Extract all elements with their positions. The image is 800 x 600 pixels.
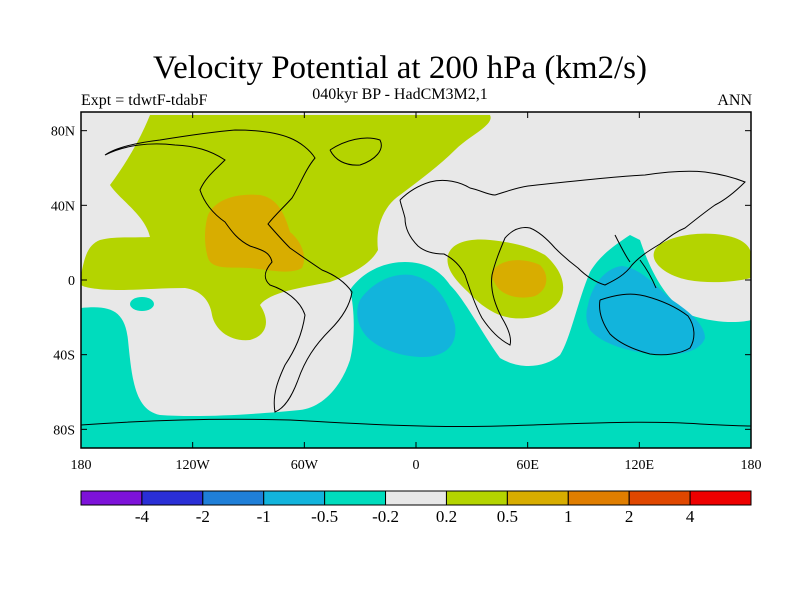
x-axis: 180 120W 60W 0 60E 120E 180: [71, 112, 762, 473]
colorbar-swatch: [628, 490, 691, 506]
colorbar-swatch: [324, 490, 387, 506]
x-tick-label: 120E: [625, 458, 655, 473]
colorbar-label: -0.5: [311, 507, 338, 526]
map-title: Velocity Potential at 200 hPa (km2/s): [152, 50, 648, 86]
y-tick-label: 80S: [53, 423, 75, 438]
y-tick-label: 80N: [51, 125, 75, 140]
experiment-label: Expt = tdwtF-tdabF: [81, 92, 208, 109]
colorbar: -4 -2 -1 -0.5 -0.2 0.2 0.5 1 2 4: [80, 490, 752, 526]
colorbar-label: -4: [135, 507, 150, 526]
field-positive-east-africa: [492, 260, 547, 298]
colorbar-label: 4: [686, 507, 695, 526]
y-axis: 80N 40N 0 40S 80S: [51, 125, 751, 438]
y-tick-label: 40N: [51, 199, 75, 214]
map-subtitle: 040kyr BP - HadCM3M2,1: [312, 86, 488, 103]
colorbar-swatch: [445, 490, 508, 506]
x-tick-label: 60E: [516, 458, 539, 473]
colorbar-swatch: [141, 490, 204, 506]
colorbar-swatch: [263, 490, 326, 506]
x-tick-label: 180: [71, 458, 92, 473]
colorbar-label: -2: [196, 507, 210, 526]
x-tick-label: 0: [413, 458, 420, 473]
colorbar-label: 2: [625, 507, 634, 526]
colorbar-label: 0.2: [436, 507, 457, 526]
coastlines: [81, 129, 751, 428]
colorbar-label: 0.5: [497, 507, 518, 526]
field-negative-pacific-spot: [130, 297, 154, 311]
map-field: [81, 112, 751, 448]
field-positive-west-pacific: [653, 233, 751, 283]
y-tick-label: 0: [68, 274, 75, 289]
colorbar-label: -1: [257, 507, 271, 526]
x-tick-label: 60W: [291, 458, 319, 473]
field-negative-australia: [586, 266, 705, 355]
colorbar-swatch: [689, 490, 752, 506]
colorbar-swatch: [385, 490, 447, 506]
season-label: ANN: [717, 92, 752, 109]
field-positive-caribbean: [205, 194, 305, 272]
colorbar-swatch: [506, 490, 569, 506]
y-tick-label: 40S: [53, 349, 75, 364]
colorbar-label: 1: [564, 507, 573, 526]
colorbar-label: -0.2: [372, 507, 399, 526]
x-tick-label: 120W: [176, 458, 211, 473]
colorbar-swatch: [567, 490, 630, 506]
colorbar-swatch: [202, 490, 265, 506]
colorbar-swatch: [80, 490, 143, 506]
x-tick-label: 180: [741, 458, 762, 473]
field-negative-south-atlantic: [357, 274, 456, 358]
